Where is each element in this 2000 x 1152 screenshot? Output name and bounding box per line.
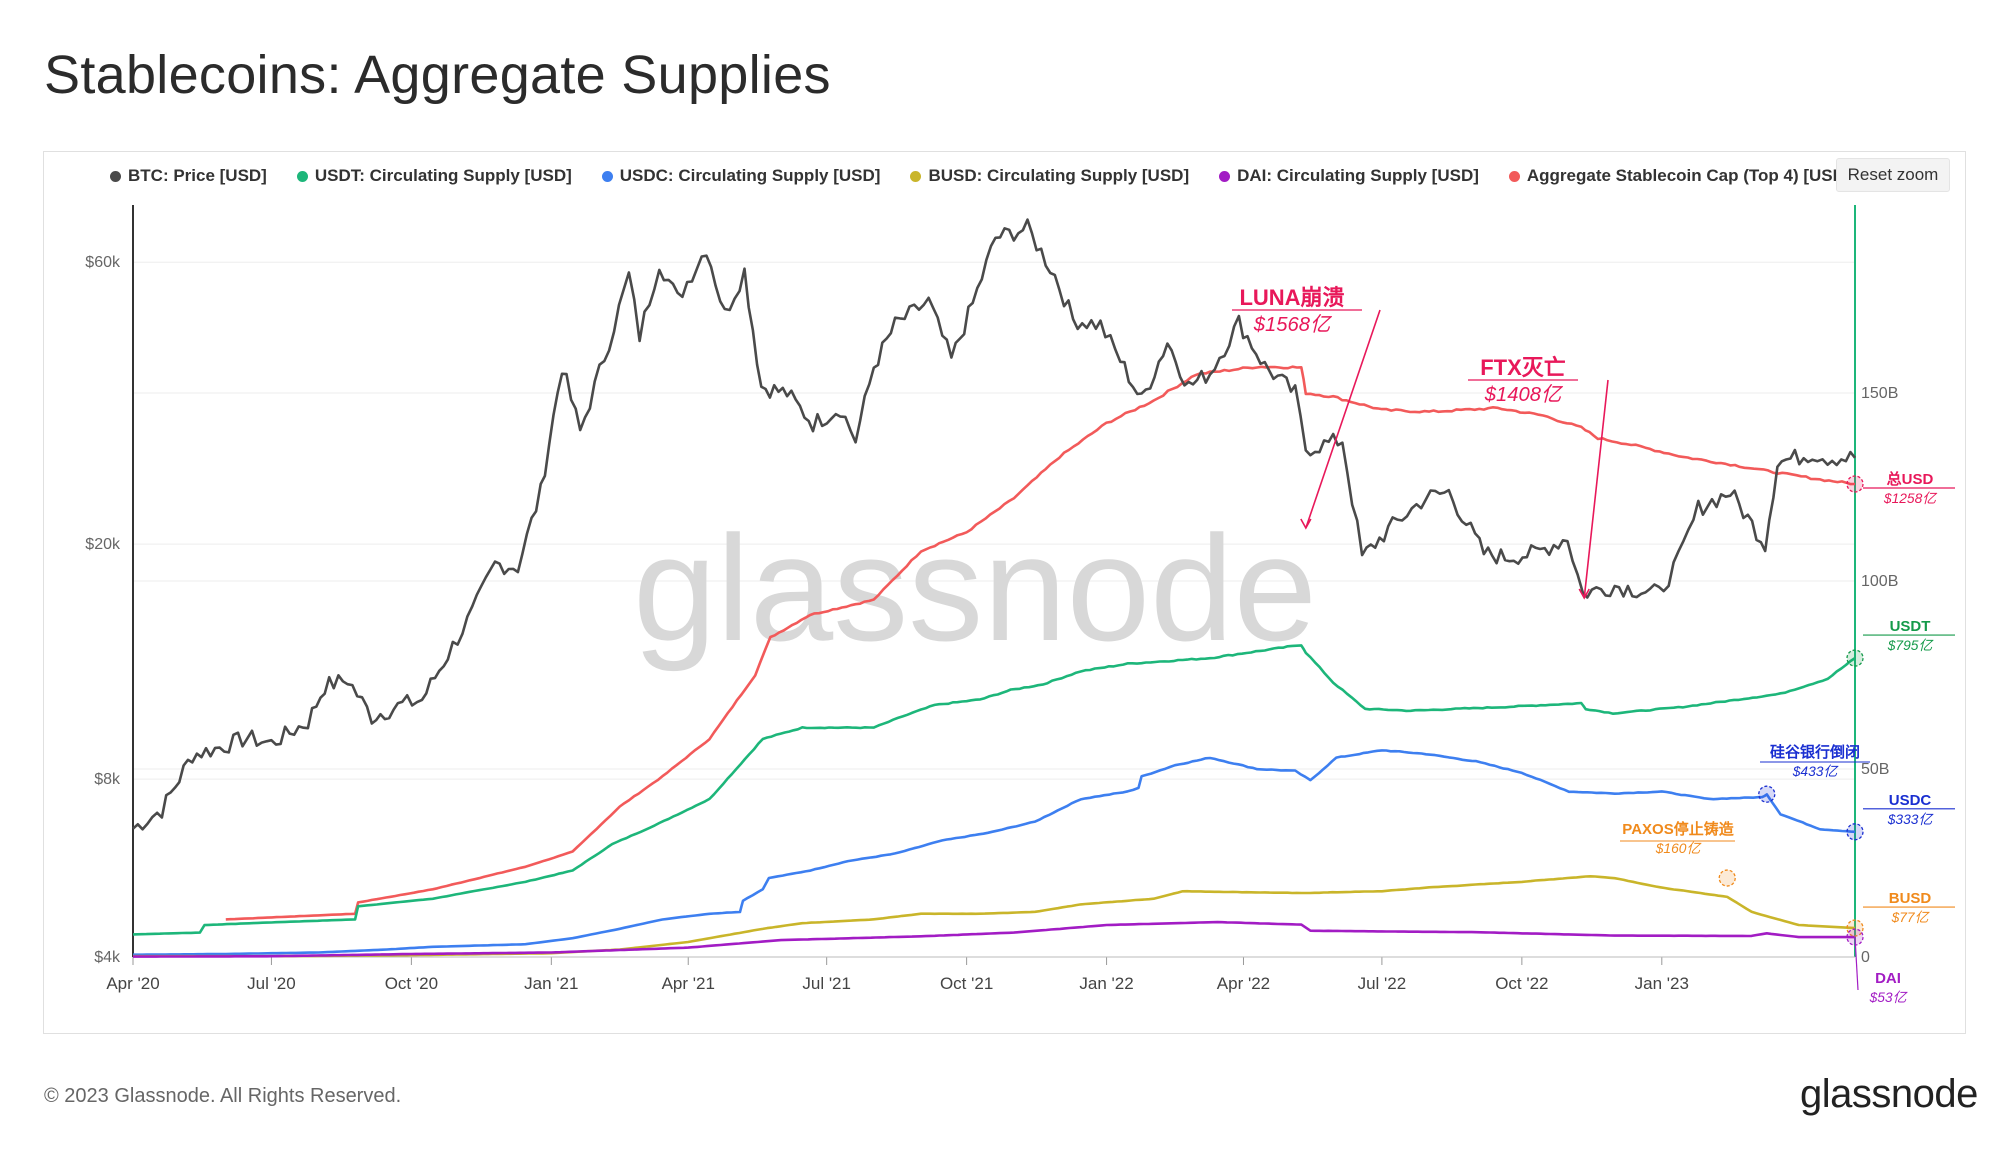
ftx-annotation-value: $1408亿 <box>1484 384 1564 406</box>
btc-price-line <box>132 218 1857 831</box>
x-axis-tick-label: Oct '22 <box>1495 974 1548 993</box>
x-axis-tick-label: Apr '20 <box>106 974 159 993</box>
legend-dot <box>110 170 121 182</box>
x-axis-tick-label: Oct '21 <box>940 974 993 993</box>
luna-annotation-title: LUNA崩溃 <box>1239 285 1344 310</box>
luna-arrow <box>1305 309 1381 529</box>
usdt-annotation-marker <box>1846 649 1864 667</box>
legend-item-aggregate-cap[interactable]: Aggregate Stablecoin Cap (Top 4) [USD] <box>1508 166 1851 186</box>
right-axis-tick-label: 0 <box>1861 949 1870 966</box>
legend-dot <box>601 170 613 182</box>
axes: $4k $8k $20k $60k 0 50B 100B 150B Apr '20 Jul '20… <box>85 205 1898 993</box>
left-axis-tick-label: $60k <box>85 254 121 271</box>
x-axis-tick-label: Jul '20 <box>247 974 296 993</box>
aggregate-cap-line <box>225 365 1856 921</box>
watermark: glassnode <box>633 504 1317 672</box>
paxos-annotation-marker <box>1718 869 1736 887</box>
series-lines <box>132 218 1857 958</box>
legend-item-dai-supply[interactable]: DAI: Circulating Supply [USD] <box>1219 166 1479 186</box>
paxos-annotation-value: $160亿 <box>1655 841 1703 856</box>
x-axis-tick-label: Jan '23 <box>1635 974 1689 993</box>
usdc-annotation-title: USDC <box>1889 792 1932 809</box>
svb-annotation-value: $433亿 <box>1792 764 1840 779</box>
busd-annotation-title: BUSD <box>1889 890 1932 907</box>
svb-annotation-marker <box>1758 785 1776 803</box>
x-axis-tick-label: Apr '22 <box>1217 974 1270 993</box>
usdc-annotation-value: $333亿 <box>1887 812 1935 827</box>
legend-dot <box>910 170 922 182</box>
legend-label: USDC: Circulating Supply [USD] <box>619 166 881 185</box>
x-axis-tick-label: Jan '21 <box>524 974 578 993</box>
usdc-annotation-marker <box>1846 823 1864 841</box>
busd-annotation-value: $77亿 <box>1891 910 1931 925</box>
legend-dot <box>296 170 308 182</box>
svb-annotation-title: 硅谷银行倒闭 <box>1770 743 1860 761</box>
dai-annotation-value: $53亿 <box>1869 990 1909 1005</box>
total-usd-annotation-title: 总USD <box>1887 470 1934 488</box>
luna-annotation-value: $1568亿 <box>1253 314 1333 336</box>
usdt-annotation-title: USDT <box>1890 618 1931 635</box>
legend-label: BUSD: Circulating Supply [USD] <box>928 166 1190 185</box>
legend-item-usdt-supply[interactable]: USDT: Circulating Supply [USD] <box>296 166 572 186</box>
legend-dot <box>1219 170 1231 182</box>
legend-item-usdc-supply[interactable]: USDC: Circulating Supply [USD] <box>601 166 881 186</box>
right-axis-tick-label: 50B <box>1861 761 1889 778</box>
x-axis-tick-label: Jul '22 <box>1358 974 1407 993</box>
legend-label: DAI: Circulating Supply [USD] <box>1237 166 1479 185</box>
page-title: Stablecoins: Aggregate Supplies <box>44 45 831 105</box>
legend-label: Aggregate Stablecoin Cap (Top 4) [USD] <box>1526 166 1851 185</box>
usdc-supply-line <box>133 749 1856 956</box>
left-axis-tick-label: $8k <box>94 771 121 788</box>
ftx-arrowhead <box>1578 588 1590 600</box>
dai-supply-line <box>133 920 1855 958</box>
usdt-supply-line <box>132 644 1856 936</box>
legend: BTC: Price [USD] USDT: Circulating Suppl… <box>110 166 1851 186</box>
dai-annotation-leader <box>1854 937 1859 991</box>
x-axis-tick-label: Apr '21 <box>662 974 715 993</box>
total-usd-annotation-value: $1258亿 <box>1883 491 1938 506</box>
x-axis-tick-label: Oct '20 <box>385 974 438 993</box>
x-axis-tick-label: Jan '22 <box>1079 974 1133 993</box>
legend-label: BTC: Price [USD] <box>128 166 267 185</box>
ftx-arrow <box>1583 379 1609 599</box>
copyright-footer: © 2023 Glassnode. All Rights Reserved. <box>44 1085 402 1107</box>
legend-item-btc-price[interactable]: BTC: Price [USD] <box>110 166 267 186</box>
legend-label: USDT: Circulating Supply [USD] <box>314 166 572 185</box>
left-axis-tick-label: $20k <box>85 536 121 553</box>
usdt-annotation-value: $795亿 <box>1887 638 1935 653</box>
busd-supply-line <box>133 875 1856 958</box>
brand-logo: glassnode <box>1800 1072 1978 1116</box>
right-axis-tick-label: 150B <box>1861 385 1898 402</box>
paxos-annotation-title: PAXOS停止铸造 <box>1622 820 1733 838</box>
chart-frame <box>43 151 1966 1034</box>
luna-arrowhead <box>1300 518 1312 530</box>
total-usd-annotation-marker <box>1846 475 1864 493</box>
legend-item-busd-supply[interactable]: BUSD: Circulating Supply [USD] <box>910 166 1189 186</box>
right-axis-tick-label: 100B <box>1861 573 1898 590</box>
busd-annotation-marker <box>1846 919 1864 937</box>
x-axis-tick-label: Jul '21 <box>802 974 851 993</box>
dai-annotation-title: DAI <box>1875 970 1901 987</box>
left-axis-tick-label: $4k <box>94 949 121 966</box>
legend-dot <box>1508 170 1520 182</box>
ftx-annotation-title: FTX灭亡 <box>1480 355 1566 380</box>
reset-zoom-button[interactable]: Reset zoom <box>1836 158 1950 192</box>
